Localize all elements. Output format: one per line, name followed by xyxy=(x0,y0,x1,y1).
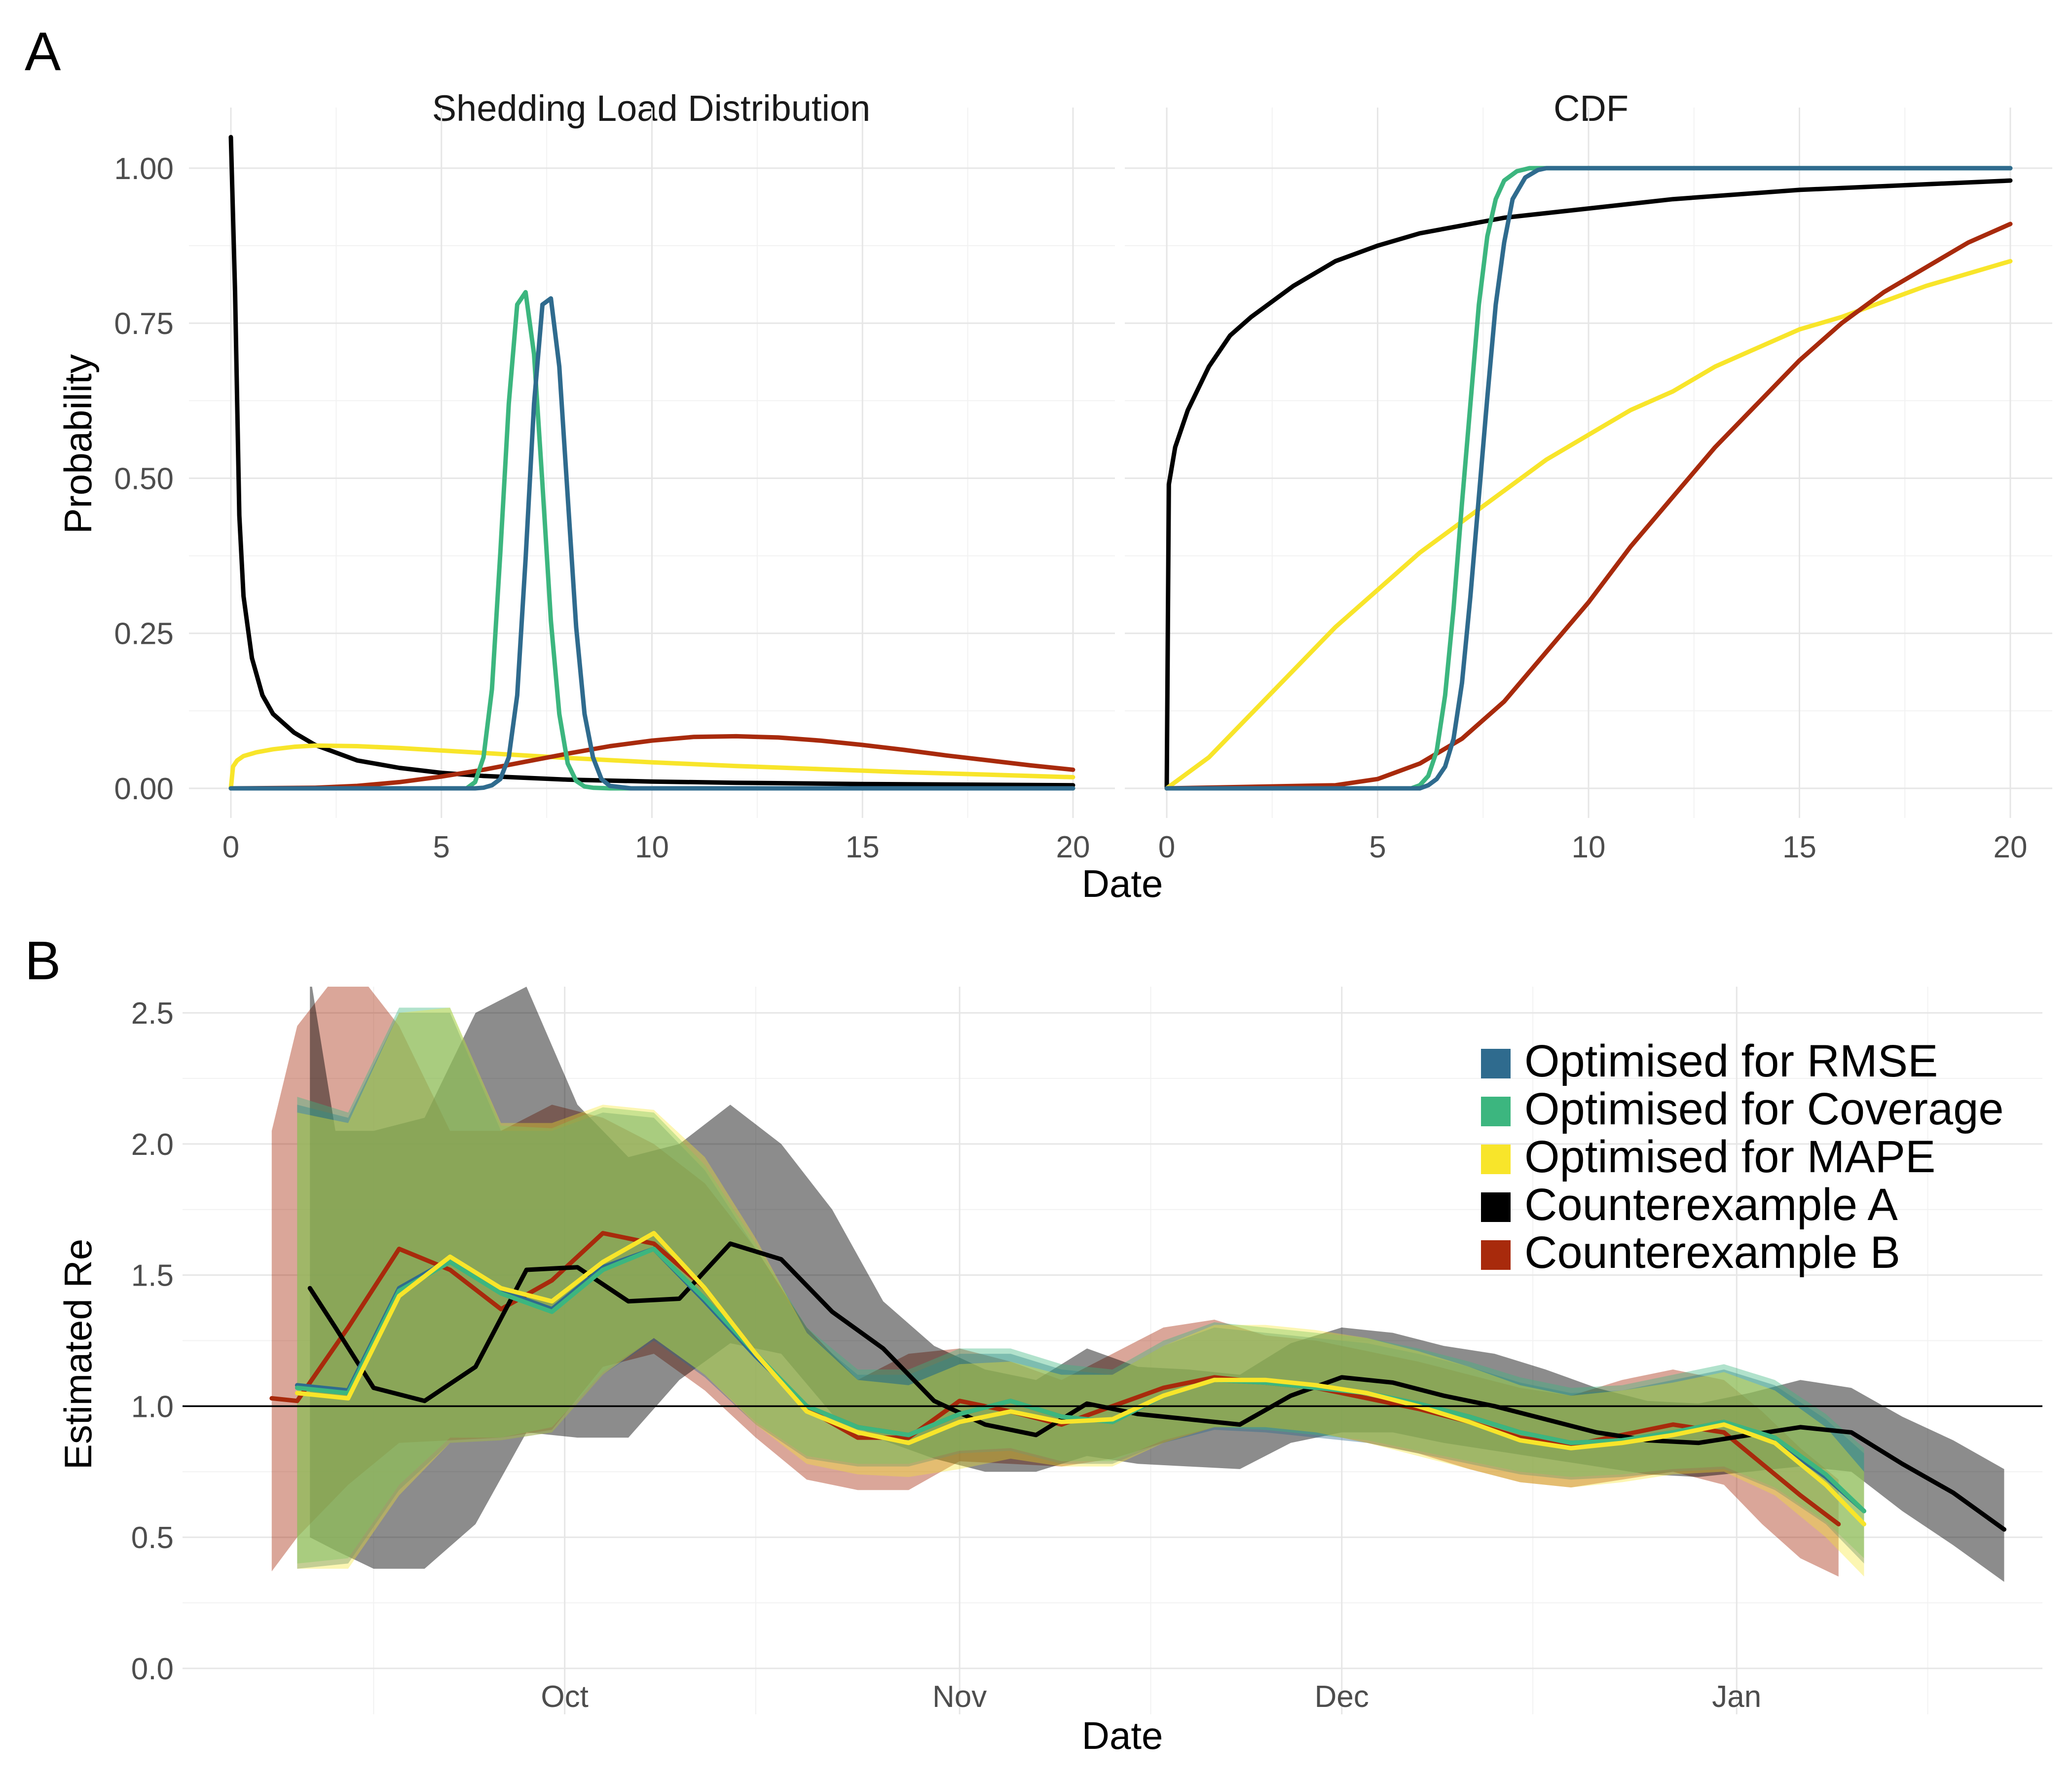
shedding-load-grid xyxy=(189,108,1115,818)
cdf-x-tick-label: 20 xyxy=(1994,830,2028,864)
legend-key-mape xyxy=(1481,1145,1511,1174)
cdf-panel: CDF 0 5 10 15 20 xyxy=(1125,88,2052,864)
estimated-re-y-ticks: 0.0 0.5 1.0 1.5 2.0 2.5 xyxy=(131,997,174,1686)
panel-label-a: A xyxy=(25,21,61,82)
shedding-load-line-ctr_a xyxy=(228,135,1075,788)
cdf-line-ctr_b xyxy=(1164,222,2013,791)
legend-label-ctr_a: Counterexample A xyxy=(1524,1180,1898,1230)
shedding-load-line-coverage xyxy=(228,290,1075,791)
cdf-x-tick-label: 10 xyxy=(1572,830,1606,864)
re-y-tick-label: 2.5 xyxy=(131,997,174,1031)
panel-a-x-axis-label: Date xyxy=(1082,862,1163,905)
legend-label-coverage: Optimised for Coverage xyxy=(1524,1084,2004,1134)
re-y-tick-label: 1.0 xyxy=(131,1390,174,1424)
panel-label-b: B xyxy=(25,930,61,991)
estimated-re-lines xyxy=(269,1231,2006,1532)
shedding-load-x-ticks: 0 5 10 15 20 xyxy=(222,830,1090,864)
shedding-load-x-tick-label: 0 xyxy=(222,830,239,864)
estimated-re-x-ticks: Oct Nov Dec Jan xyxy=(541,1680,1761,1714)
shedding-load-y-tick-label: 1.00 xyxy=(114,152,174,186)
re-band-mape xyxy=(297,1007,1864,1577)
re-y-tick-label: 0.0 xyxy=(131,1652,174,1686)
legend-key-ctr_b xyxy=(1481,1240,1511,1270)
legend-label-rmse: Optimised for RMSE xyxy=(1524,1036,1938,1086)
estimated-re-grid xyxy=(183,987,2042,1714)
shedding-load-x-tick-label: 15 xyxy=(846,830,880,864)
cdf-x-ticks: 0 5 10 15 20 xyxy=(1158,830,2028,864)
shedding-load-y-tick-label: 0.00 xyxy=(114,772,174,806)
re-band-ctr_b xyxy=(271,987,1839,1577)
estimated-re-panel: 0.0 0.5 1.0 1.5 2.0 2.5 Oct Nov Dec Jan Optimise… xyxy=(131,987,2042,1714)
legend-key-rmse xyxy=(1481,1049,1511,1078)
cdf-x-tick-label: 5 xyxy=(1369,830,1386,864)
cdf-x-tick-label: 0 xyxy=(1158,830,1175,864)
cdf-line-mape xyxy=(1164,259,2013,791)
cdf-line-ctr_a xyxy=(1164,178,2013,791)
legend-label-ctr_b: Counterexample B xyxy=(1524,1227,1900,1278)
panel-a-y-axis-label: Probability xyxy=(56,354,100,534)
re-x-tick-label: Nov xyxy=(932,1680,987,1714)
re-y-tick-label: 0.5 xyxy=(131,1521,174,1555)
shedding-load-x-tick-label: 20 xyxy=(1056,830,1090,864)
re-band-ctr_a xyxy=(310,987,2004,1582)
legend-key-coverage xyxy=(1481,1097,1511,1126)
shedding-load-x-tick-label: 5 xyxy=(433,830,450,864)
cdf-line-rmse xyxy=(1164,166,2013,791)
re-x-tick-label: Jan xyxy=(1712,1680,1761,1714)
cdf-line-coverage xyxy=(1164,166,2013,791)
legend-label-mape: Optimised for MAPE xyxy=(1524,1132,1935,1182)
panel-b-y-axis-label: Estimated Re xyxy=(56,1239,100,1470)
shedding-load-panel: Shedding Load Distribution 0.000.250.500… xyxy=(114,88,1115,864)
re-line-mape xyxy=(295,1231,1866,1526)
re-line-ctr_a xyxy=(307,1241,2006,1532)
legend-key-ctr_a xyxy=(1481,1192,1511,1222)
cdf-x-tick-label: 15 xyxy=(1782,830,1816,864)
shedding-load-x-tick-label: 10 xyxy=(635,830,669,864)
re-y-tick-label: 1.5 xyxy=(131,1259,174,1293)
shedding-load-series xyxy=(228,135,1075,791)
shedding-load-y-tick-label: 0.50 xyxy=(114,462,174,496)
shedding-load-line-mape xyxy=(228,743,1075,791)
cdf-series xyxy=(1164,166,2013,791)
shedding-load-y-tick-label: 0.75 xyxy=(114,307,174,341)
re-y-tick-label: 2.0 xyxy=(131,1128,174,1162)
re-x-tick-label: Dec xyxy=(1315,1680,1369,1714)
cdf-title: CDF xyxy=(1554,88,1628,129)
re-band-rmse xyxy=(297,1013,1864,1569)
panel-b-x-axis-label: Date xyxy=(1082,1714,1163,1757)
shedding-load-line-rmse xyxy=(228,296,1075,791)
shedding-load-y-tick-label: 0.25 xyxy=(114,617,174,651)
re-x-tick-label: Oct xyxy=(541,1680,588,1714)
shedding-load-y-ticks: 0.00 0.25 0.50 0.75 1.00 xyxy=(114,152,174,806)
shedding-load-line-ctr_b xyxy=(228,734,1075,791)
